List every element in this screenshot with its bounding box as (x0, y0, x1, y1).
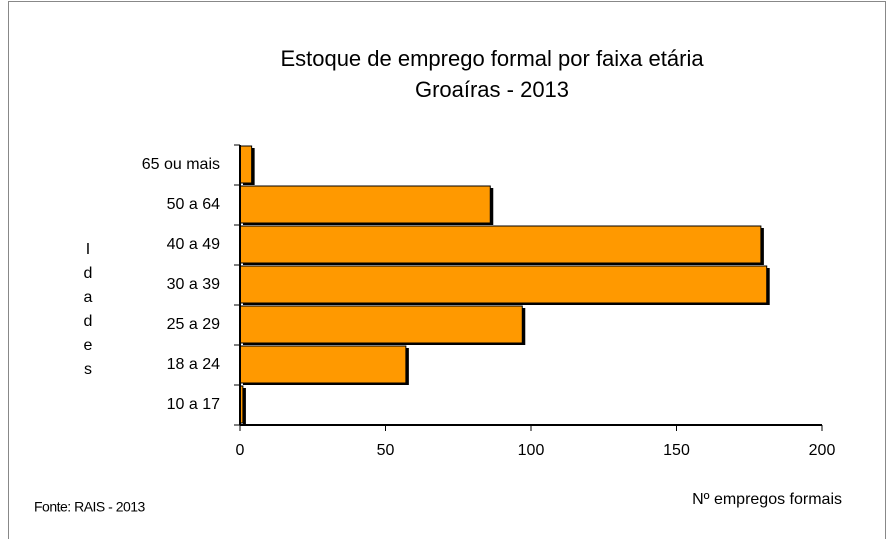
x-tick-label: 150 (663, 442, 690, 459)
y-tick-label: 18 a 24 (167, 356, 220, 373)
x-tick-label: 100 (518, 442, 545, 459)
bar (239, 225, 762, 264)
y-tick-label: 10 a 17 (167, 396, 220, 413)
x-axis-label: Nº empregos formais (692, 491, 842, 508)
bar (239, 305, 523, 344)
chart-subtitle: Groaíras - 2013 (415, 77, 569, 102)
x-tick-label: 200 (809, 442, 836, 459)
y-axis-label: Idades (83, 241, 93, 378)
y-tick-label: 25 a 29 (167, 316, 220, 333)
y-tick-label: 50 a 64 (167, 196, 220, 213)
source: Fonte: RAIS - 2013 (34, 499, 146, 515)
bar (239, 345, 407, 384)
y-tick-label: 40 a 49 (167, 236, 220, 253)
bar-shadow (243, 388, 246, 425)
bar (239, 265, 768, 304)
frame (8, 1, 886, 539)
chart-title: Estoque de emprego formal por faixa etár… (280, 46, 704, 71)
x-tick-label: 0 (236, 442, 245, 459)
y-tick-label: 30 a 39 (167, 276, 220, 293)
bar (239, 145, 253, 184)
x-tick-label: 50 (377, 442, 395, 459)
bar (239, 185, 491, 224)
y-tick-label: 65 ou mais (142, 156, 220, 173)
